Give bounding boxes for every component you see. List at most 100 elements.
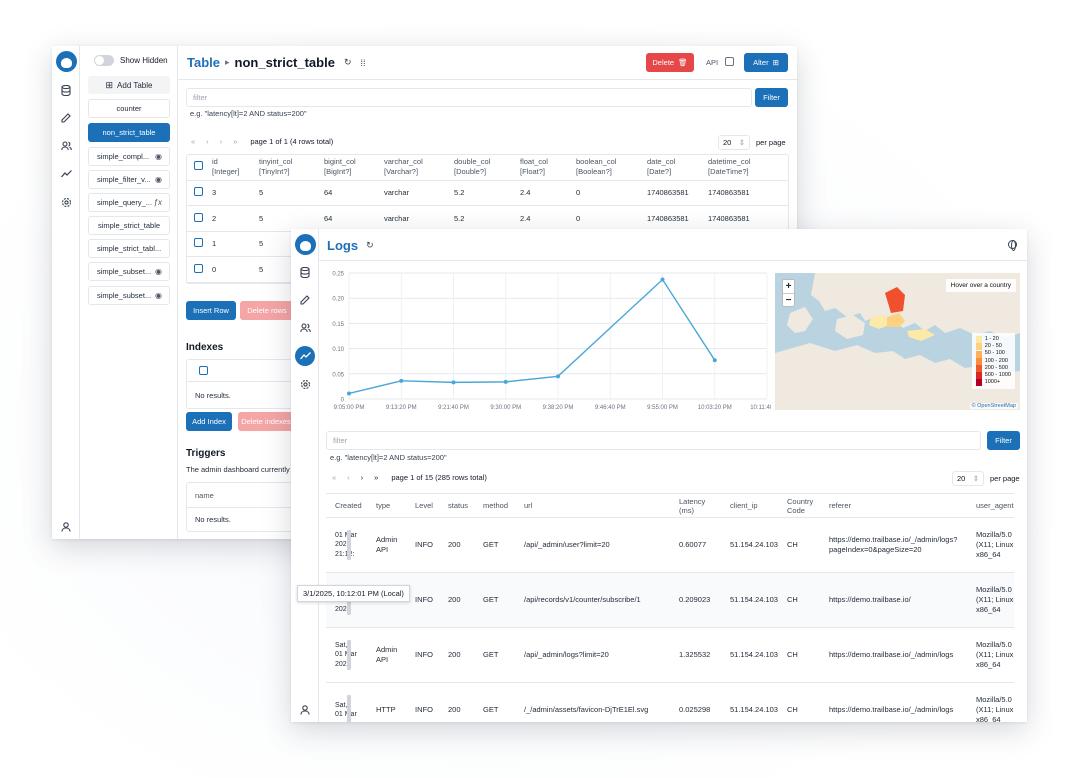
row-checkbox[interactable] — [194, 263, 203, 273]
api-checkbox[interactable] — [725, 57, 734, 66]
col-header-country-code[interactable]: Country Code — [778, 493, 820, 518]
legend-label: 200 - 500 — [984, 364, 1008, 371]
cell-scrollbar[interactable] — [347, 689, 351, 722]
col-header-type[interactable]: type — [367, 493, 406, 518]
table-item-simple-subset-1[interactable]: simple_subset... ◉ — [88, 262, 170, 281]
col-header[interactable]: varchar_col [Varchar?] — [384, 154, 454, 181]
last-page-button[interactable]: » — [233, 137, 238, 146]
zoom-in-button[interactable]: + — [785, 281, 792, 292]
row-checkbox[interactable] — [194, 212, 203, 222]
table-row[interactable]: 3 5 64 varchar 5.2 2.4 0 1740863581 1740… — [186, 180, 789, 206]
table-row[interactable]: 2 5 64 varchar 5.2 2.4 0 1740863581 1740… — [186, 205, 789, 232]
filter-input[interactable]: filter — [326, 431, 981, 450]
col-header-referer[interactable]: referer — [820, 493, 967, 518]
table-item-simple-strict-tabl[interactable]: simple_strict_tabl... — [88, 239, 170, 258]
col-header[interactable]: boolean_col [Boolean?] — [576, 154, 647, 181]
col-header-user-agent[interactable]: user_agent — [967, 493, 1014, 518]
col-header[interactable]: datetime_col [DateTime?] — [708, 154, 789, 181]
col-header-url[interactable]: url — [515, 493, 670, 518]
col-header[interactable]: float_col [Float?] — [520, 154, 576, 181]
col-header-method[interactable]: method — [474, 493, 515, 518]
indexes-select-all[interactable] — [199, 366, 208, 375]
col-type: [Float?] — [520, 166, 546, 176]
zoom-out-button[interactable]: − — [783, 293, 794, 306]
delete-rows-button[interactable]: Delete rows — [240, 301, 294, 320]
account-icon[interactable] — [59, 520, 73, 534]
table-item-simple-filter[interactable]: simple_filter_v... ◉ — [88, 170, 170, 189]
database-icon[interactable] — [298, 265, 312, 279]
table-item-non-strict-table[interactable]: non_strict_table — [88, 123, 170, 142]
delete-table-button[interactable]: Delete 🗑 — [646, 53, 694, 72]
filter-button[interactable]: Filter — [755, 88, 788, 107]
col-header[interactable]: tinyint_col [TinyInt?] — [259, 154, 324, 181]
cell: 1740863581 — [647, 180, 708, 206]
table-item-simple-subset-2[interactable]: simple_subset... ◉ — [88, 286, 170, 305]
alter-button[interactable]: Alter ⊞ — [744, 53, 788, 72]
col-header-level[interactable]: Level — [406, 493, 439, 518]
col-name: datetime_col — [708, 156, 751, 166]
insert-row-button[interactable]: Insert Row — [186, 301, 236, 320]
table-row[interactable]: 01 Mar 2025 21:12: Admin API INFO 200 GE… — [326, 517, 1014, 573]
per-page-value: 20 — [957, 474, 966, 483]
activity-icon[interactable] — [59, 167, 73, 181]
row-checkbox[interactable] — [194, 238, 203, 248]
activity-icon[interactable] — [295, 346, 315, 366]
table-item-simple-strict-table[interactable]: simple_strict_table — [88, 216, 170, 235]
cell-scrollbar[interactable] — [347, 634, 351, 676]
col-header[interactable]: bigint_col [BigInt?] — [324, 154, 384, 181]
table-row[interactable]: Sat, 01 Mar 2025 Admin API INFO 200 GET … — [326, 627, 1014, 683]
app-logo[interactable] — [56, 51, 77, 72]
show-hidden-toggle[interactable]: Show Hidden — [94, 55, 168, 66]
toggle-switch[interactable] — [94, 55, 114, 66]
title-prefix: Table — [187, 55, 220, 70]
prev-page-button[interactable]: ‹ — [206, 137, 209, 146]
filter-input[interactable]: filter — [186, 88, 752, 107]
country-map[interactable]: + − Hover over a country 1 - 20 20 - 50 … — [775, 273, 1020, 410]
per-page-select[interactable]: 20 ⇕ — [718, 135, 750, 150]
last-page-button[interactable]: » — [374, 473, 379, 482]
cell: 64 — [324, 205, 384, 232]
first-page-button[interactable]: « — [191, 137, 196, 146]
account-icon[interactable] — [298, 703, 312, 717]
prev-page-button[interactable]: ‹ — [347, 473, 350, 482]
col-header[interactable]: id [Integer] — [212, 154, 259, 181]
table-item-simple-compl[interactable]: simple_compl... ◉ — [88, 147, 170, 166]
first-page-button[interactable]: « — [332, 473, 337, 482]
edit-icon[interactable] — [298, 293, 312, 307]
cell-scrollbar[interactable] — [347, 524, 351, 566]
select-all-checkbox[interactable] — [194, 160, 203, 170]
table-row[interactable]: Sat, 01 Mar 2025 API INFO 200 GET /api/r… — [326, 572, 1014, 628]
table-item-counter[interactable]: counter — [88, 99, 170, 118]
map-attribution[interactable]: © OpenStreetMap — [969, 403, 1018, 409]
filter-button[interactable]: Filter — [987, 431, 1020, 450]
col-header-created[interactable]: Created — [326, 493, 367, 518]
settings-gear-icon[interactable] — [298, 377, 312, 391]
app-logo[interactable] — [295, 234, 316, 255]
data-point — [556, 374, 560, 379]
users-icon[interactable] — [59, 139, 73, 153]
users-icon[interactable] — [298, 321, 312, 335]
refresh-icon[interactable]: ↻ — [343, 57, 352, 67]
per-page-select[interactable]: 20 ⇕ — [952, 471, 984, 486]
delete-indexes-button[interactable]: Delete indexes — [238, 412, 294, 431]
edit-icon[interactable] — [59, 111, 73, 125]
col-header-latency[interactable]: Latency (ms) — [670, 493, 721, 518]
settings-gear-icon[interactable] — [59, 195, 73, 209]
next-page-button[interactable]: › — [219, 137, 223, 146]
table-row[interactable]: Sat, 01 Mar HTTP INFO 200 GET /_/admin/a… — [326, 682, 1014, 722]
col-header[interactable]: date_col [Date?] — [647, 154, 708, 181]
globe-icon[interactable] — [1008, 240, 1017, 251]
table-item-simple-query[interactable]: simple_query_... ƒx — [88, 193, 170, 212]
col-header-client-ip[interactable]: client_ip — [721, 493, 778, 518]
col-header[interactable]: double_col [Double?] — [454, 154, 520, 181]
x-tick-label: 9:55:00 PM — [647, 405, 678, 411]
refresh-icon[interactable]: ↻ — [366, 240, 374, 250]
created-cell: Sat, 01 Mar — [326, 682, 367, 722]
add-index-button[interactable]: Add Index — [186, 412, 232, 431]
row-checkbox[interactable] — [194, 187, 203, 197]
database-icon[interactable] — [59, 83, 73, 97]
grid-icon[interactable]: ⁞⁞ — [360, 57, 366, 68]
next-page-button[interactable]: › — [360, 473, 364, 482]
add-table-button[interactable]: ⊞ Add Table — [88, 76, 170, 94]
col-header-status[interactable]: status — [439, 493, 474, 518]
